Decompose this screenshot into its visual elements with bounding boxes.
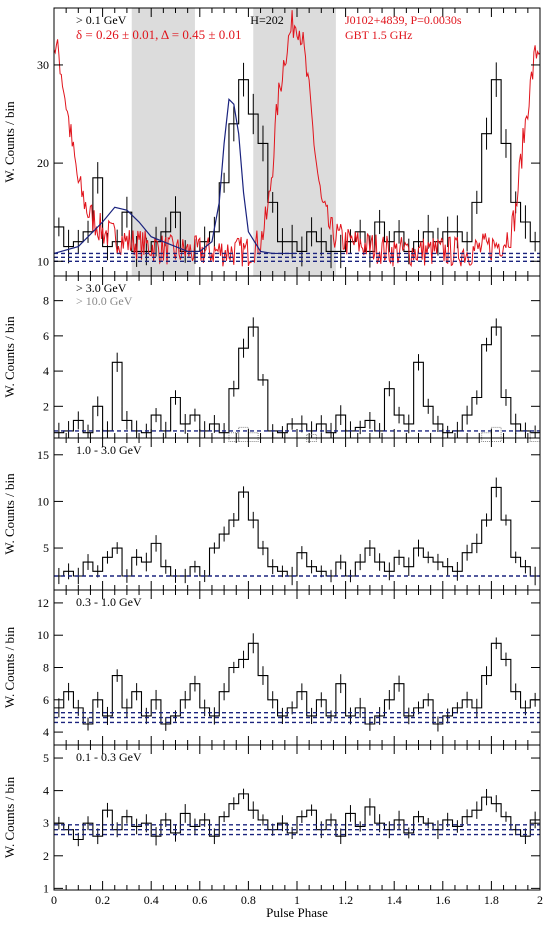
energy-range-label: 1.0 - 3.0 GeV bbox=[76, 443, 142, 457]
x-tick-label: 0.8 bbox=[241, 893, 256, 907]
x-axis-label: Pulse Phase bbox=[266, 905, 328, 920]
x-tick-label: 0.6 bbox=[192, 893, 207, 907]
fit-curve bbox=[53, 97, 297, 255]
y-tick-label: 30 bbox=[37, 58, 49, 72]
y-axis-label: W. Counts / bin bbox=[2, 101, 17, 183]
high-energy-bar bbox=[481, 432, 492, 443]
energy-range-label-high: > 10.0 GeV bbox=[76, 294, 133, 308]
radio-profile bbox=[53, 10, 541, 268]
y-tick-label: 4 bbox=[43, 784, 49, 798]
energy-range-label: > 0.1 GeV bbox=[76, 13, 127, 27]
y-tick-label: 5 bbox=[43, 541, 49, 555]
y-axis-label: W. Counts / bin bbox=[2, 776, 17, 858]
x-tick-label: 1.6 bbox=[435, 893, 450, 907]
panel-4 bbox=[53, 589, 541, 746]
y-tick-label: 10 bbox=[37, 254, 49, 268]
x-tick-label: 1 bbox=[294, 893, 300, 907]
y-tick-label: 4 bbox=[43, 725, 49, 739]
high-energy-bar bbox=[247, 432, 259, 443]
x-tick-label: 1.2 bbox=[338, 893, 353, 907]
offpulse-band-2 bbox=[253, 8, 336, 276]
y-axis-label: W. Counts / bin bbox=[2, 473, 17, 555]
y-tick-label: 3 bbox=[43, 816, 49, 830]
y-tick-label: 4 bbox=[43, 364, 49, 378]
y-tick-label: 10 bbox=[37, 628, 49, 642]
high-energy-bar bbox=[238, 426, 249, 443]
counts-histogram bbox=[54, 642, 540, 725]
y-tick-label: 2 bbox=[43, 399, 49, 413]
y-axis-label: W. Counts / bin bbox=[2, 626, 17, 708]
x-tick-label: 0.4 bbox=[144, 893, 159, 907]
high-energy-bar bbox=[490, 426, 502, 443]
phase-stats-label: δ = 0.26 ± 0.01, Δ = 0.45 ± 0.01 bbox=[76, 27, 241, 42]
y-tick-label: 1 bbox=[43, 881, 49, 895]
x-tick-label: 2 bbox=[537, 893, 543, 907]
y-tick-label: 6 bbox=[43, 329, 49, 343]
radio-telescope-label: GBT 1.5 GHz bbox=[345, 28, 412, 42]
x-tick-label: 1.4 bbox=[387, 893, 402, 907]
counts-histogram bbox=[54, 79, 540, 253]
htest-label: H=202 bbox=[250, 13, 283, 27]
y-tick-label: 10 bbox=[37, 494, 49, 508]
y-axis-label: W. Counts / bin bbox=[2, 316, 17, 398]
x-tick-label: 1.8 bbox=[484, 893, 499, 907]
offpulse-band-1 bbox=[131, 8, 195, 276]
high-energy-bar bbox=[529, 430, 541, 443]
panel-3 bbox=[53, 437, 541, 591]
panel-1 bbox=[53, 7, 541, 277]
counts-histogram bbox=[54, 793, 540, 841]
x-tick-label: 0.2 bbox=[95, 893, 110, 907]
y-tick-label: 8 bbox=[43, 294, 49, 308]
panel-5 bbox=[53, 744, 541, 891]
y-tick-label: 6 bbox=[43, 693, 49, 707]
energy-range-label: 0.3 - 1.0 GeV bbox=[76, 595, 142, 609]
y-tick-label: 8 bbox=[43, 661, 49, 675]
x-tick-label: 0 bbox=[51, 893, 57, 907]
y-tick-label: 12 bbox=[37, 596, 49, 610]
y-tick-label: 5 bbox=[43, 751, 49, 765]
high-energy-bar bbox=[228, 432, 240, 443]
radio-pulsar-label: J0102+4839, P=0.0030s bbox=[345, 13, 462, 27]
y-tick-label: 15 bbox=[37, 448, 49, 462]
counts-histogram bbox=[54, 486, 540, 577]
y-tick-label: 2 bbox=[43, 849, 49, 863]
energy-range-label: > 3.0 GeV bbox=[76, 281, 127, 295]
energy-range-label: 0.1 - 0.3 GeV bbox=[76, 750, 142, 764]
y-tick-label: 20 bbox=[37, 156, 49, 170]
